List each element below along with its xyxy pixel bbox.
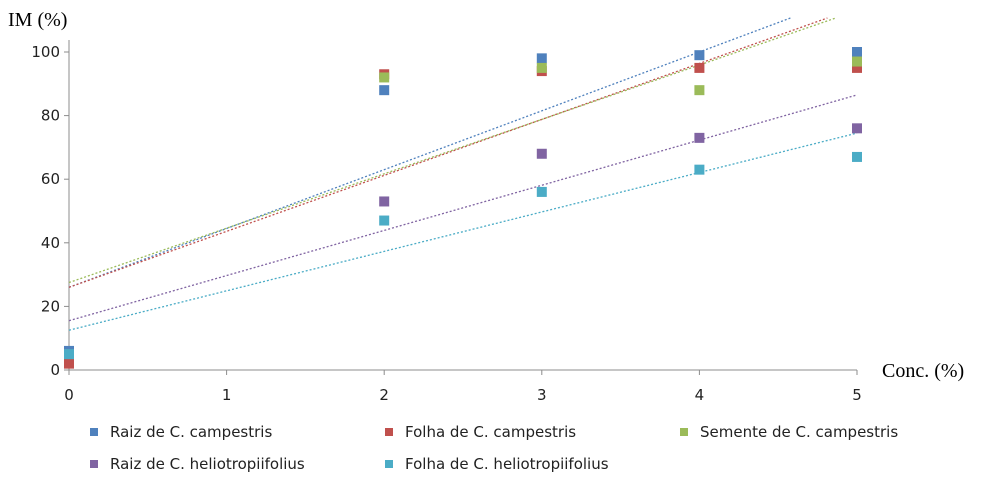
data-point bbox=[852, 151, 862, 162]
data-point bbox=[536, 186, 547, 197]
data-point bbox=[852, 62, 862, 73]
legend-label: Raiz de C. campestris bbox=[110, 423, 272, 441]
legend-marker bbox=[385, 460, 393, 468]
y-tick-label: 60 bbox=[41, 170, 60, 188]
data-point bbox=[64, 349, 74, 360]
y-tick-label: 80 bbox=[41, 107, 60, 125]
trendlines bbox=[68, 17, 858, 331]
x-tick-label: 4 bbox=[695, 386, 705, 404]
y-tick-label: 100 bbox=[31, 43, 60, 61]
legend-label: Raiz de C. heliotropiifolius bbox=[110, 455, 305, 473]
data-point bbox=[536, 53, 547, 64]
y-tick-label: 0 bbox=[50, 361, 60, 379]
data-point bbox=[694, 62, 705, 73]
legend-marker bbox=[90, 428, 98, 436]
data-point bbox=[379, 72, 390, 83]
legend-label: Folha de C. campestris bbox=[405, 423, 576, 441]
data-point bbox=[536, 62, 547, 73]
y-tick-label: 40 bbox=[41, 234, 60, 252]
data-points bbox=[64, 47, 862, 369]
trendline bbox=[68, 17, 791, 288]
data-point bbox=[694, 164, 705, 175]
x-axis-title: Conc. (%) bbox=[882, 360, 964, 382]
data-point bbox=[852, 47, 862, 57]
x-tick-label: 5 bbox=[852, 386, 862, 404]
axes: 0 1 2 3 4 5 0 20 40 60 80 100 bbox=[31, 40, 862, 404]
x-tick-label: 1 bbox=[222, 386, 232, 404]
legend: Raiz de C. campestris Folha de C. campest… bbox=[90, 423, 898, 473]
trendline bbox=[68, 94, 858, 322]
x-tick-label: 0 bbox=[64, 386, 74, 404]
x-tick-label: 2 bbox=[379, 386, 389, 404]
legend-label: Folha de C. heliotropiifolius bbox=[405, 455, 609, 473]
data-point bbox=[536, 148, 547, 159]
data-point bbox=[694, 85, 705, 96]
x-tick-label: 3 bbox=[537, 386, 547, 404]
legend-marker bbox=[680, 428, 688, 436]
legend-label: Semente de C. campestris bbox=[700, 423, 898, 441]
y-axis-title: IM (%) bbox=[8, 9, 67, 31]
legend-marker bbox=[90, 460, 98, 468]
y-tick-label: 20 bbox=[41, 297, 60, 315]
legend-marker bbox=[385, 428, 393, 436]
trendline bbox=[68, 17, 836, 284]
trendline bbox=[68, 17, 828, 288]
data-point bbox=[852, 56, 862, 67]
data-point bbox=[379, 215, 390, 226]
data-point bbox=[379, 196, 390, 207]
data-point bbox=[852, 123, 862, 134]
trendline bbox=[68, 132, 858, 331]
data-point bbox=[64, 358, 74, 369]
data-point bbox=[694, 132, 705, 143]
data-point bbox=[379, 85, 390, 96]
data-point bbox=[694, 50, 705, 61]
